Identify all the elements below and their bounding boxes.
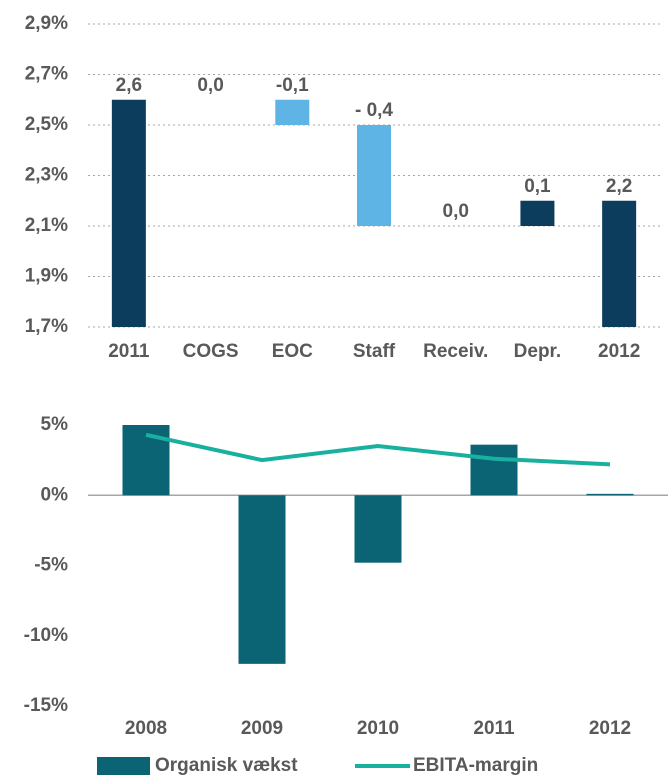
line — [145, 432, 611, 467]
y-tick-label: -15% — [24, 695, 68, 716]
x-tick-label: 2008 — [125, 718, 167, 739]
y-tick-label: 0% — [41, 484, 69, 505]
bar — [275, 99, 310, 125]
y-tick-label: 2,1% — [25, 215, 68, 236]
y-tick-label: 5% — [41, 414, 69, 435]
y-tick-label: 1,9% — [25, 266, 68, 287]
x-tick-label: Receiv. — [423, 341, 488, 362]
bar — [586, 493, 634, 496]
data-label: 2,6 — [116, 75, 142, 96]
legend-label: Organisk vækst — [155, 755, 298, 776]
bar — [238, 495, 286, 664]
bar — [470, 444, 518, 496]
data-label: -0,1 — [276, 75, 309, 96]
y-tick-label: 2,5% — [25, 114, 68, 135]
x-tick-label: Staff — [353, 341, 396, 362]
bar — [520, 200, 555, 226]
y-tick-label: 2,9% — [25, 13, 68, 34]
x-tick-label: 2010 — [357, 718, 399, 739]
bar — [111, 99, 146, 327]
legend-swatch — [97, 757, 150, 775]
x-tick-label: 2012 — [598, 341, 640, 362]
data-label: 0,1 — [524, 176, 551, 197]
bar — [354, 495, 402, 563]
bar — [357, 125, 391, 226]
x-tick-label: COGS — [183, 341, 239, 362]
x-tick-label: 2011 — [108, 341, 150, 362]
x-tick-label: EOC — [272, 341, 313, 362]
x-tick-label: Depr. — [514, 341, 562, 362]
y-tick-label: 1,7% — [25, 316, 68, 337]
y-tick-label: -5% — [34, 555, 68, 576]
x-tick-label: 2009 — [241, 718, 283, 739]
data-label: - 0,4 — [355, 100, 393, 121]
y-tick-label: 2,7% — [25, 64, 68, 85]
legend-label: EBITA-margin — [413, 755, 538, 776]
x-tick-label: 2012 — [589, 718, 631, 739]
bar — [602, 200, 637, 327]
data-label: 0,0 — [197, 75, 223, 96]
data-label: 0,0 — [443, 201, 469, 222]
y-tick-label: -10% — [24, 625, 68, 646]
y-tick-label: 2,3% — [25, 165, 68, 186]
x-tick-label: 2011 — [473, 718, 515, 739]
data-label: 2,2 — [606, 176, 632, 197]
